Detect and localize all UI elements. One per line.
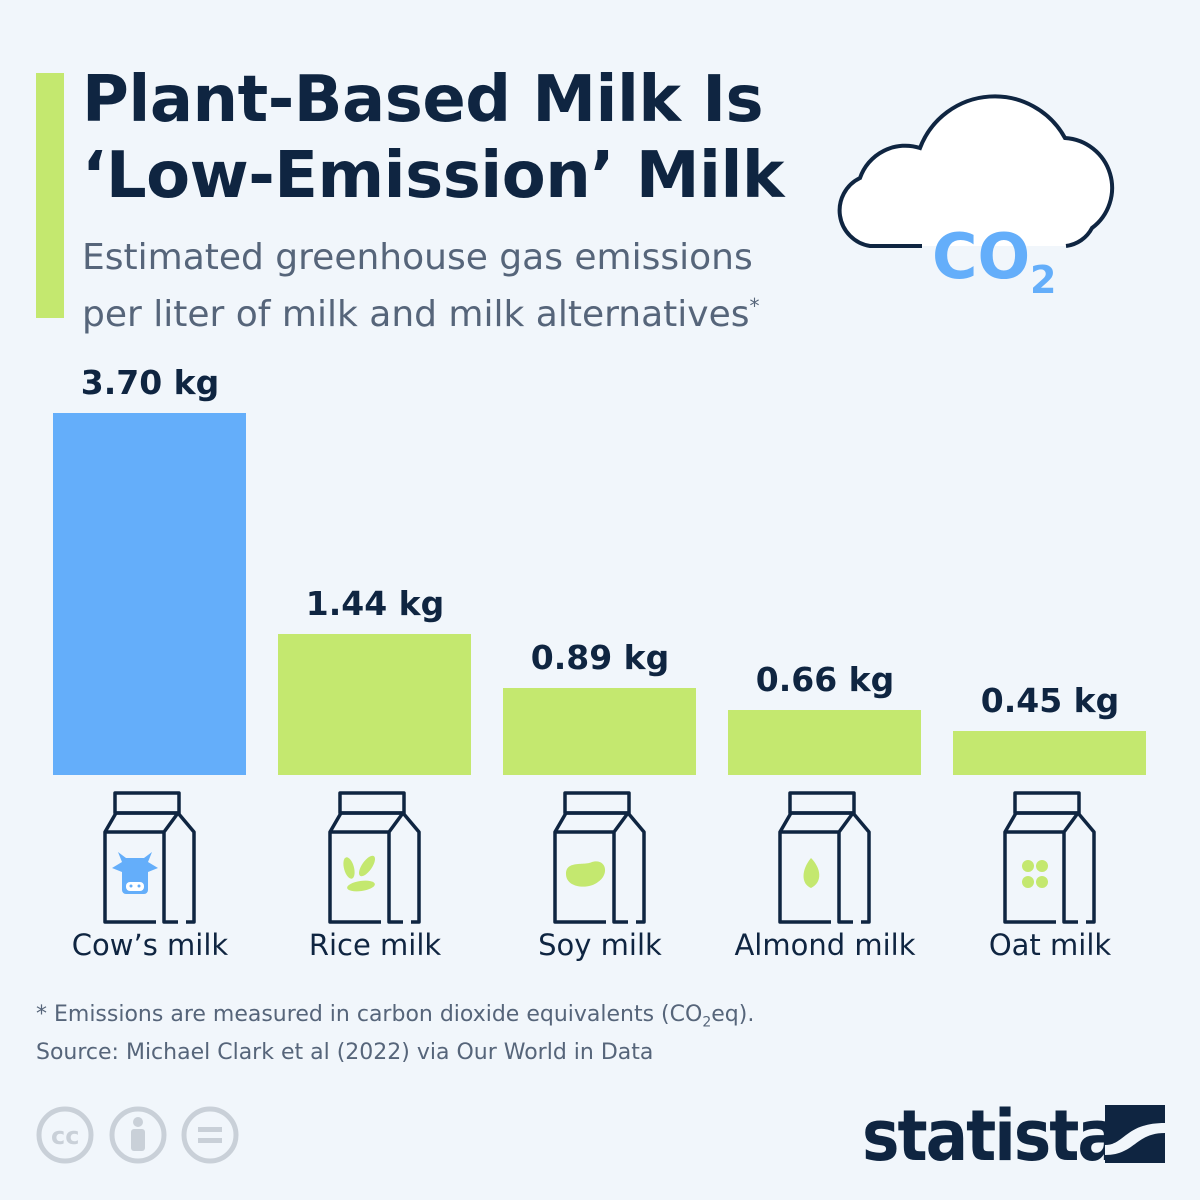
cc-icon xyxy=(36,1106,94,1164)
value-label: 0.45 kg xyxy=(980,680,1120,720)
accent-bar xyxy=(36,73,64,318)
value-label: 0.89 kg xyxy=(530,637,670,677)
no-derivatives-icon xyxy=(181,1106,239,1164)
oat-icon xyxy=(1022,860,1048,888)
title-line-2: ‘Low-Emission’ Milk xyxy=(82,139,784,213)
value-label: 0.66 kg xyxy=(755,660,895,700)
category-label: Rice milk xyxy=(308,928,442,962)
footnote-suffix: eq). xyxy=(711,1002,755,1027)
cow-icon xyxy=(112,852,158,894)
soybean-icon xyxy=(566,861,606,887)
almond-icon xyxy=(803,858,820,888)
brand-text: statista xyxy=(862,1095,1120,1177)
category-label: Soy milk xyxy=(538,928,662,962)
subtitle: Estimated greenhouse gas emissions per li… xyxy=(82,234,760,339)
milk-carton-cow-icon xyxy=(103,791,196,924)
statista-logo-icon xyxy=(1105,1105,1165,1163)
footnote-mark: * xyxy=(749,294,760,318)
bar-0 xyxy=(53,413,246,775)
milk-carton-oat-icon xyxy=(1003,791,1096,924)
bar-1 xyxy=(278,634,471,775)
co2-cloud-icon: CO 2 xyxy=(837,94,1115,298)
subtitle-line-1: Estimated greenhouse gas emissions xyxy=(82,237,753,278)
attribution-icon xyxy=(109,1106,167,1164)
subtitle-line-2: per liter of milk and milk alternatives xyxy=(82,294,750,335)
svg-text:cc: cc xyxy=(51,1122,79,1150)
statista-logo[interactable]: statista xyxy=(862,1095,1120,1177)
footnote-text: * Emissions are measured in carbon dioxi… xyxy=(36,1002,703,1027)
milk-carton-almond-icon xyxy=(778,791,871,924)
bar-2 xyxy=(503,687,696,775)
value-label: 3.70 kg xyxy=(80,363,220,403)
title-line-1: Plant-Based Milk Is xyxy=(82,63,764,137)
page-title: Plant-Based Milk Is ‘Low-Emission’ Milk xyxy=(82,62,784,214)
category-label: Oat milk xyxy=(988,928,1112,962)
rice-icon xyxy=(343,855,376,892)
category-label: Almond milk xyxy=(734,928,916,962)
category-label: Cow’s milk xyxy=(71,928,229,962)
license-icons[interactable]: cc xyxy=(36,1106,241,1166)
bar-4 xyxy=(953,730,1146,775)
value-label: 1.44 kg xyxy=(305,584,445,624)
co2-text: CO xyxy=(932,220,1030,293)
footnote-subscript: 2 xyxy=(702,1014,712,1031)
milk-carton-soybean-icon xyxy=(553,791,646,924)
milk-carton-rice-icon xyxy=(328,791,421,924)
bar-3 xyxy=(728,710,921,775)
footnote: * Emissions are measured in carbon dioxi… xyxy=(36,1002,754,1030)
source-text: Source: Michael Clark et al (2022) via O… xyxy=(36,1040,654,1065)
co2-subscript: 2 xyxy=(1030,258,1056,298)
